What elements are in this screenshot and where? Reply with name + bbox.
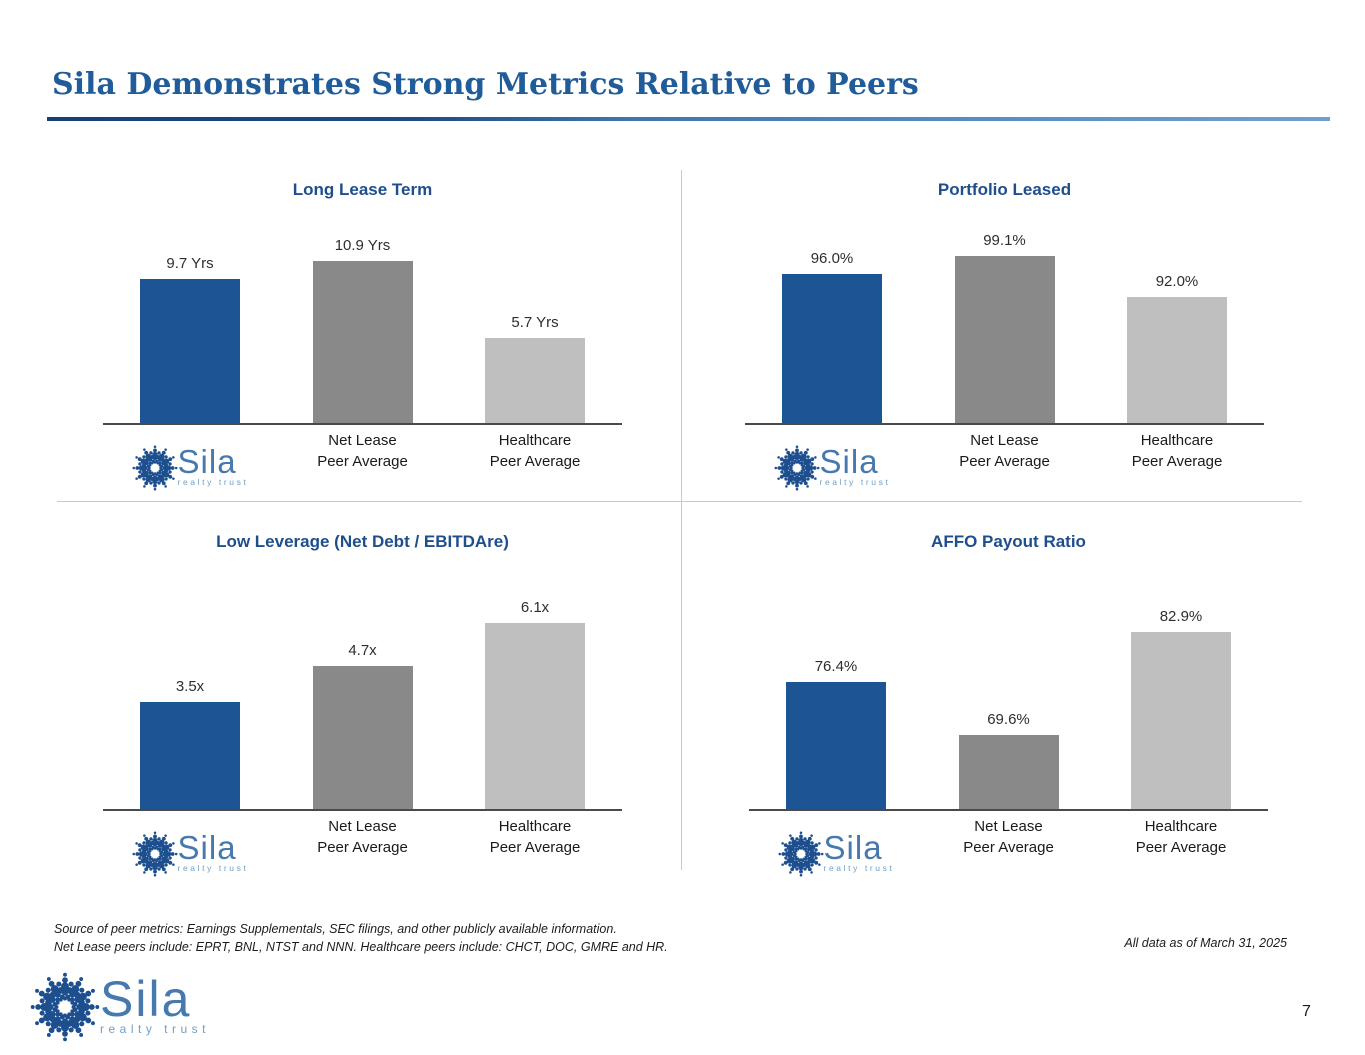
title-underline <box>47 117 1330 121</box>
chart-long-lease-term: Long Lease Term 9.7 Yrs 10.9 Yrs 5.7 Yrs… <box>103 176 622 491</box>
bar-value-label: 3.5x <box>175 678 205 695</box>
x-tick-healthcare: Healthcare Peer Average <box>1135 818 1227 856</box>
sila-logo: Sila realty trust <box>125 831 255 877</box>
sila-starburst-icon <box>774 445 820 491</box>
bar-sila <box>782 274 882 423</box>
chart-low-leverage: Low Leverage (Net Debt / EBITDAre) 3.5x … <box>103 528 622 877</box>
sila-logo: Sila realty trust <box>767 445 897 491</box>
bar-group-healthcare: 6.1x <box>485 599 585 809</box>
bar-group-net-lease: 69.6% <box>958 711 1059 809</box>
chart-title: Low Leverage (Net Debt / EBITDAre) <box>216 532 509 551</box>
quadrant-divider-vertical <box>681 170 682 870</box>
x-tick-net-lease: Net Lease Peer Average <box>959 432 1050 470</box>
plot-area: 76.4% 69.6% 82.9% <box>749 608 1268 811</box>
bar-group-net-lease: 10.9 Yrs <box>312 237 413 423</box>
bar-healthcare-peer-average <box>1127 297 1227 423</box>
sila-logo: Sila realty trust <box>30 972 210 1042</box>
sila-logo-wordmark: Sila <box>819 442 879 480</box>
x-axis-labels: Sila realty trust Net Lease Peer Average… <box>749 816 1268 898</box>
chart-affo-payout-ratio: AFFO Payout Ratio 76.4% 69.6% 82.9% Sila <box>749 528 1268 877</box>
bar-healthcare-peer-average <box>485 338 585 423</box>
footnote-line-1: Source of peer metrics: Earnings Supplem… <box>54 922 617 936</box>
plot-area: 9.7 Yrs 10.9 Yrs 5.7 Yrs <box>103 228 622 425</box>
bar-sila <box>140 279 240 423</box>
bar-group-net-lease: 99.1% <box>954 232 1055 423</box>
sila-starburst-icon <box>30 972 100 1042</box>
page-title: Sila Demonstrates Strong Metrics Relativ… <box>52 67 919 102</box>
x-tick-sila: Sila realty trust <box>771 816 901 898</box>
sila-starburst-icon <box>132 831 178 877</box>
bar-healthcare-peer-average <box>1131 632 1231 809</box>
bar-value-label: 9.7 Yrs <box>166 255 214 272</box>
sila-logo-tagline: realty trust <box>177 862 249 873</box>
bar-value-label: 6.1x <box>520 599 550 616</box>
bar-sila <box>786 682 886 809</box>
chart-title: Long Lease Term <box>292 180 433 199</box>
x-axis-labels: Sila realty trust Net Lease Peer Average… <box>103 816 622 898</box>
sila-logo-wordmark: Sila <box>177 828 237 866</box>
x-tick-sila: Sila realty trust <box>125 816 255 898</box>
bar-net-lease-peer-average <box>312 261 413 423</box>
sila-starburst-icon <box>778 831 824 877</box>
x-tick-sila: Sila realty trust <box>767 430 897 512</box>
sila-logo-tagline: realty trust <box>100 1022 211 1037</box>
footnote-line-2: Net Lease peers include: EPRT, BNL, NTST… <box>54 940 668 955</box>
chart-title: AFFO Payout Ratio <box>931 532 1086 551</box>
x-tick-healthcare: Healthcare Peer Average <box>1131 432 1223 470</box>
bar-value-label: 4.7x <box>348 642 377 659</box>
sila-logo-tagline: realty trust <box>177 476 249 487</box>
bar-group-healthcare: 92.0% <box>1127 273 1227 423</box>
x-tick-sila: Sila realty trust <box>125 430 255 512</box>
bar-group-sila: 76.4% <box>786 658 886 809</box>
sila-logo-tagline: realty trust <box>823 862 895 873</box>
bar-healthcare-peer-average <box>485 623 585 809</box>
sila-logo: Sila realty trust <box>771 831 901 877</box>
bar-sila <box>140 702 240 809</box>
as-of-date: All data as of March 31, 2025 <box>1124 936 1287 950</box>
x-tick-healthcare: Healthcare Peer Average <box>489 432 581 470</box>
sila-logo-tagline: realty trust <box>819 476 891 487</box>
plot-area: 96.0% 99.1% 92.0% <box>745 228 1264 425</box>
x-tick-net-lease: Net Lease Peer Average <box>317 432 408 470</box>
x-axis-labels: Sila realty trust Net Lease Peer Average… <box>103 430 622 512</box>
bar-value-label: 5.7 Yrs <box>511 314 559 331</box>
x-tick-net-lease: Net Lease Peer Average <box>963 818 1054 856</box>
footer-sila-logo: Sila realty trust <box>30 972 210 1042</box>
bar-group-sila: 9.7 Yrs <box>140 255 240 423</box>
chart-title: Portfolio Leased <box>937 180 1072 199</box>
source-footnotes: Source of peer metrics: Earnings Supplem… <box>54 920 668 956</box>
bar-value-label: 69.6% <box>987 711 1030 728</box>
bar-group-net-lease: 4.7x <box>312 642 413 809</box>
sila-logo-wordmark: Sila <box>823 828 883 866</box>
bar-group-healthcare: 82.9% <box>1131 608 1231 809</box>
bar-value-label: 76.4% <box>814 658 858 675</box>
bar-net-lease-peer-average <box>312 666 413 809</box>
bar-value-label: 82.9% <box>1159 608 1203 625</box>
sila-starburst-icon <box>132 445 178 491</box>
sila-logo-wordmark: Sila <box>177 442 237 480</box>
sila-logo: Sila realty trust <box>125 445 255 491</box>
page-number: 7 <box>1302 1003 1311 1020</box>
chart-portfolio-leased: Portfolio Leased 96.0% 99.1% 92.0% Sila <box>745 176 1264 491</box>
sila-logo-wordmark: Sila <box>100 970 192 1027</box>
plot-area: 3.5x 4.7x 6.1x <box>103 599 622 811</box>
x-tick-healthcare: Healthcare Peer Average <box>489 818 581 856</box>
bar-net-lease-peer-average <box>958 735 1059 809</box>
bar-value-label: 96.0% <box>810 250 854 267</box>
bar-value-label: 92.0% <box>1155 273 1199 290</box>
bar-group-healthcare: 5.7 Yrs <box>485 314 585 423</box>
x-tick-net-lease: Net Lease Peer Average <box>317 818 408 856</box>
bar-value-label: 99.1% <box>983 232 1026 249</box>
bar-value-label: 10.9 Yrs <box>334 237 391 254</box>
bar-group-sila: 3.5x <box>140 678 240 809</box>
bar-group-sila: 96.0% <box>782 250 882 423</box>
quadrant-divider-horizontal <box>57 501 1302 502</box>
x-axis-labels: Sila realty trust Net Lease Peer Average… <box>745 430 1264 512</box>
bar-net-lease-peer-average <box>954 256 1055 423</box>
